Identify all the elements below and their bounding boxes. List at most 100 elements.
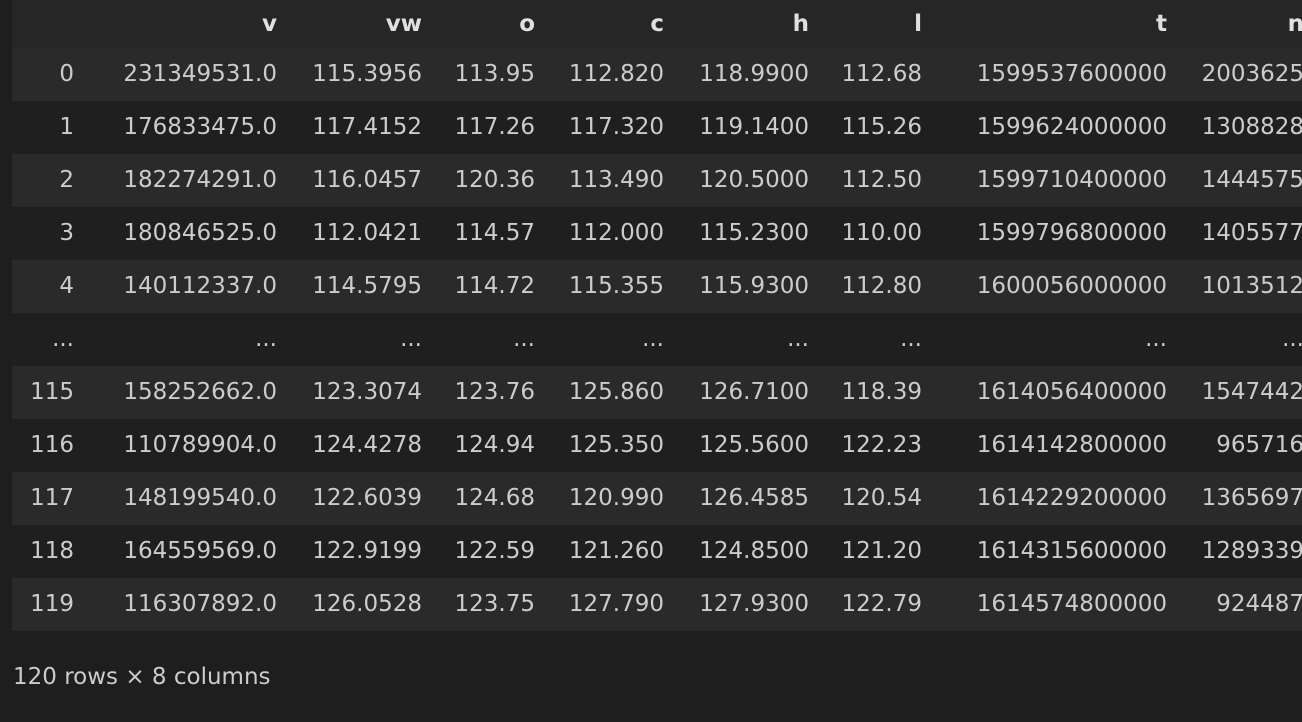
table-cell: ... xyxy=(938,313,1183,366)
table-cell: 1614229200000 xyxy=(938,472,1183,525)
table-cell: 965716 xyxy=(1183,419,1302,472)
table-cell: 117.320 xyxy=(551,101,680,154)
table-cell: ... xyxy=(90,313,293,366)
row-index: 0 xyxy=(12,48,90,101)
table-cell: 120.54 xyxy=(825,472,938,525)
table-cell: 122.23 xyxy=(825,419,938,472)
table-cell: 1614056400000 xyxy=(938,366,1183,419)
table-body: 0 231349531.0 115.3956 113.95 112.820 118.990… xyxy=(12,48,1302,631)
table-cell: 112.68 xyxy=(825,48,938,101)
table-cell: 2003625 xyxy=(1183,48,1302,101)
table-row: 119 116307892.0 126.0528 123.75 127.790 127.9… xyxy=(12,578,1302,631)
table-cell: 1405577 xyxy=(1183,207,1302,260)
table-row: 4 140112337.0 114.5795 114.72 115.355 115.930… xyxy=(12,260,1302,313)
column-header-n: n xyxy=(1183,0,1302,48)
table-cell: 110.00 xyxy=(825,207,938,260)
header-row: v vw o c h l t n xyxy=(12,0,1302,48)
table-cell: 127.9300 xyxy=(680,578,825,631)
column-header-v: v xyxy=(90,0,293,48)
table-cell: 124.94 xyxy=(438,419,551,472)
table-cell: 126.4585 xyxy=(680,472,825,525)
table-cell: ... xyxy=(825,313,938,366)
table-cell: 1289339 xyxy=(1183,525,1302,578)
table-cell: 125.5600 xyxy=(680,419,825,472)
table-cell: ... xyxy=(680,313,825,366)
table-cell: 110789904.0 xyxy=(90,419,293,472)
shape-summary: 120 rows × 8 columns xyxy=(13,664,271,690)
table-cell: 176833475.0 xyxy=(90,101,293,154)
column-header-l: l xyxy=(825,0,938,48)
table-row: 116 110789904.0 124.4278 124.94 125.350 125.5… xyxy=(12,419,1302,472)
table-cell: 112.000 xyxy=(551,207,680,260)
table-cell: 123.75 xyxy=(438,578,551,631)
column-header-t: t xyxy=(938,0,1183,48)
table-cell: ... xyxy=(551,313,680,366)
table-cell: 115.2300 xyxy=(680,207,825,260)
table-cell: 148199540.0 xyxy=(90,472,293,525)
table-row: 117 148199540.0 122.6039 124.68 120.990 126.4… xyxy=(12,472,1302,525)
table-cell: ... xyxy=(438,313,551,366)
table-cell: 122.6039 xyxy=(293,472,438,525)
table-cell: 115.9300 xyxy=(680,260,825,313)
table-cell: 127.790 xyxy=(551,578,680,631)
table-cell: 124.8500 xyxy=(680,525,825,578)
table-row: 118 164559569.0 122.9199 122.59 121.260 124.8… xyxy=(12,525,1302,578)
table-cell: 115.355 xyxy=(551,260,680,313)
table-row: ........................... xyxy=(12,313,1302,366)
table-cell: 120.36 xyxy=(438,154,551,207)
table-row: 115 158252662.0 123.3074 123.76 125.860 126.7… xyxy=(12,366,1302,419)
table-cell: 1308828 xyxy=(1183,101,1302,154)
table-cell: 114.72 xyxy=(438,260,551,313)
table-cell: 123.76 xyxy=(438,366,551,419)
table-cell: 1365697 xyxy=(1183,472,1302,525)
table-cell: 113.95 xyxy=(438,48,551,101)
table-cell: 1013512 xyxy=(1183,260,1302,313)
table-cell: 1599537600000 xyxy=(938,48,1183,101)
table-cell: 180846525.0 xyxy=(90,207,293,260)
table-cell: 112.50 xyxy=(825,154,938,207)
table-cell: 120.990 xyxy=(551,472,680,525)
table-cell: 924487 xyxy=(1183,578,1302,631)
table-cell: 1547442 xyxy=(1183,366,1302,419)
table-cell: 125.350 xyxy=(551,419,680,472)
table-row: 1 176833475.0 117.4152 117.26 117.320 119.140… xyxy=(12,101,1302,154)
table-cell: 1599796800000 xyxy=(938,207,1183,260)
row-index: 119 xyxy=(12,578,90,631)
table-row: 3 180846525.0 112.0421 114.57 112.000 115.230… xyxy=(12,207,1302,260)
column-header-o: o xyxy=(438,0,551,48)
index-header xyxy=(12,0,90,48)
table-cell: 122.59 xyxy=(438,525,551,578)
table-cell: 1614574800000 xyxy=(938,578,1183,631)
column-header-vw: vw xyxy=(293,0,438,48)
table-cell: 1599710400000 xyxy=(938,154,1183,207)
table-cell: 113.490 xyxy=(551,154,680,207)
table-cell: 121.260 xyxy=(551,525,680,578)
table-cell: 115.3956 xyxy=(293,48,438,101)
table-cell: 126.0528 xyxy=(293,578,438,631)
table-cell: 112.0421 xyxy=(293,207,438,260)
table-cell: 119.1400 xyxy=(680,101,825,154)
table-cell: 231349531.0 xyxy=(90,48,293,101)
table-cell: 158252662.0 xyxy=(90,366,293,419)
row-index: 2 xyxy=(12,154,90,207)
table-cell: 1599624000000 xyxy=(938,101,1183,154)
table-row: 2 182274291.0 116.0457 120.36 113.490 120.500… xyxy=(12,154,1302,207)
table-cell: 140112337.0 xyxy=(90,260,293,313)
row-index: 4 xyxy=(12,260,90,313)
dataframe-table: v vw o c h l t n 0 231349531.0 115.3956 113.95 112.… xyxy=(12,0,1302,631)
table-cell: 122.79 xyxy=(825,578,938,631)
column-header-h: h xyxy=(680,0,825,48)
table-cell: 124.68 xyxy=(438,472,551,525)
table-cell: 125.860 xyxy=(551,366,680,419)
table-cell: 116.0457 xyxy=(293,154,438,207)
table-cell: 122.9199 xyxy=(293,525,438,578)
table-cell: 116307892.0 xyxy=(90,578,293,631)
column-header-c: c xyxy=(551,0,680,48)
table-cell: 123.3074 xyxy=(293,366,438,419)
table-cell: 164559569.0 xyxy=(90,525,293,578)
table-cell: 1444575 xyxy=(1183,154,1302,207)
table-cell: 1614315600000 xyxy=(938,525,1183,578)
table-cell: 112.80 xyxy=(825,260,938,313)
row-index: 1 xyxy=(12,101,90,154)
